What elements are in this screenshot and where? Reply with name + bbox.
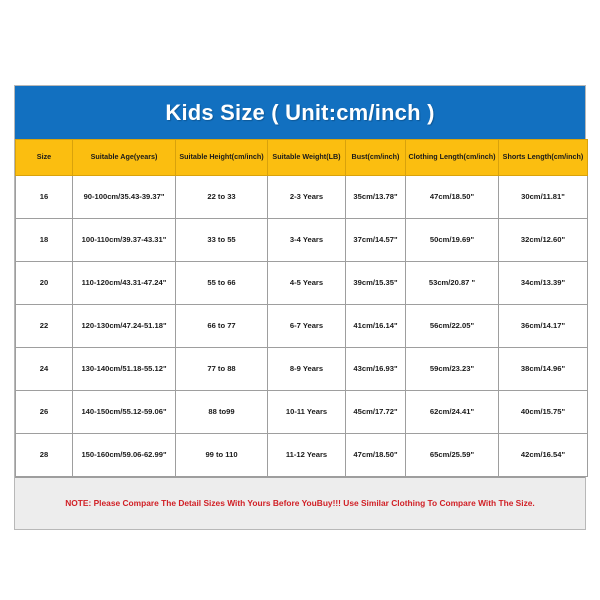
cell-height: 55 to 66	[175, 261, 268, 305]
cell-clothing-length: 50cm/19.69"	[405, 218, 499, 262]
cell-bust: 47cm/18.50"	[345, 433, 406, 477]
cell-weight: 11-12 Years	[267, 433, 346, 477]
cell-height: 99 to 110	[175, 433, 268, 477]
table-row: 20 110-120cm/43.31-47.24" 55 to 66 4-5 Y…	[15, 261, 588, 305]
cell-size: 20	[15, 261, 73, 305]
size-table: Size Suitable Age(years) Suitable Height…	[15, 139, 588, 477]
cell-age: 150-160cm/59.06-62.99"	[72, 433, 176, 477]
column-header-weight: Suitable Weight(LB)	[267, 139, 346, 176]
cell-clothing-length: 56cm/22.05"	[405, 304, 499, 348]
cell-clothing-length: 47cm/18.50"	[405, 175, 499, 219]
column-header-age: Suitable Age(years)	[72, 139, 176, 176]
cell-weight: 4-5 Years	[267, 261, 346, 305]
column-header-bust: Bust(cm/inch)	[345, 139, 406, 176]
cell-shorts-length: 40cm/15.75"	[498, 390, 588, 434]
cell-size: 26	[15, 390, 73, 434]
cell-weight: 10-11 Years	[267, 390, 346, 434]
cell-shorts-length: 34cm/13.39"	[498, 261, 588, 305]
cell-shorts-length: 30cm/11.81"	[498, 175, 588, 219]
cell-height: 77 to 88	[175, 347, 268, 391]
table-header-row: Size Suitable Age(years) Suitable Height…	[15, 139, 588, 176]
column-header-height: Suitable Height(cm/inch)	[175, 139, 268, 176]
cell-age: 110-120cm/43.31-47.24"	[72, 261, 176, 305]
page-title: Kids Size ( Unit:cm/inch )	[165, 99, 435, 125]
table-header: Size Suitable Age(years) Suitable Height…	[15, 139, 588, 176]
note-bar: NOTE: Please Compare The Detail Sizes Wi…	[15, 477, 585, 529]
cell-height: 33 to 55	[175, 218, 268, 262]
cell-height: 22 to 33	[175, 175, 268, 219]
size-chart-card: Kids Size ( Unit:cm/inch ) Size Suitable…	[14, 85, 588, 530]
cell-size: 24	[15, 347, 73, 391]
cell-bust: 41cm/16.14"	[345, 304, 406, 348]
cell-shorts-length: 42cm/16.54"	[498, 433, 588, 477]
table-row: 22 120-130cm/47.24-51.18" 66 to 77 6-7 Y…	[15, 304, 588, 348]
cell-clothing-length: 65cm/25.59"	[405, 433, 499, 477]
cell-height: 66 to 77	[175, 304, 268, 348]
cell-bust: 45cm/17.72"	[345, 390, 406, 434]
cell-weight: 3-4 Years	[267, 218, 346, 262]
cell-clothing-length: 62cm/24.41"	[405, 390, 499, 434]
cell-weight: 6-7 Years	[267, 304, 346, 348]
cell-age: 140-150cm/55.12-59.06"	[72, 390, 176, 434]
cell-clothing-length: 53cm/20.87 "	[405, 261, 499, 305]
cell-height: 88 to99	[175, 390, 268, 434]
cell-age: 90-100cm/35.43-39.37"	[72, 175, 176, 219]
cell-bust: 43cm/16.93"	[345, 347, 406, 391]
table-row: 24 130-140cm/51.18-55.12" 77 to 88 8-9 Y…	[15, 347, 588, 391]
cell-age: 130-140cm/51.18-55.12"	[72, 347, 176, 391]
cell-bust: 35cm/13.78"	[345, 175, 406, 219]
note-text: NOTE: Please Compare The Detail Sizes Wi…	[65, 498, 535, 509]
cell-age: 120-130cm/47.24-51.18"	[72, 304, 176, 348]
cell-clothing-length: 59cm/23.23"	[405, 347, 499, 391]
cell-weight: 8-9 Years	[267, 347, 346, 391]
cell-shorts-length: 36cm/14.17"	[498, 304, 588, 348]
cell-age: 100-110cm/39.37-43.31"	[72, 218, 176, 262]
cell-shorts-length: 32cm/12.60"	[498, 218, 588, 262]
table-row: 26 140-150cm/55.12-59.06" 88 to99 10-11 …	[15, 390, 588, 434]
cell-weight: 2-3 Years	[267, 175, 346, 219]
cell-bust: 37cm/14.57"	[345, 218, 406, 262]
column-header-shorts-length: Shorts Length(cm/inch)	[498, 139, 588, 176]
table-body: 16 90-100cm/35.43-39.37" 22 to 33 2-3 Ye…	[15, 175, 588, 477]
table-row: 18 100-110cm/39.37-43.31" 33 to 55 3-4 Y…	[15, 218, 588, 262]
cell-size: 18	[15, 218, 73, 262]
cell-size: 28	[15, 433, 73, 477]
chart-title-bar: Kids Size ( Unit:cm/inch )	[15, 86, 585, 139]
column-header-size: Size	[15, 139, 73, 176]
table-row: 28 150-160cm/59.06-62.99" 99 to 110 11-1…	[15, 433, 588, 477]
table-row: 16 90-100cm/35.43-39.37" 22 to 33 2-3 Ye…	[15, 175, 588, 219]
cell-size: 22	[15, 304, 73, 348]
cell-size: 16	[15, 175, 73, 219]
column-header-clothing-length: Clothing Length(cm/inch)	[405, 139, 499, 176]
cell-shorts-length: 38cm/14.96"	[498, 347, 588, 391]
cell-bust: 39cm/15.35"	[345, 261, 406, 305]
